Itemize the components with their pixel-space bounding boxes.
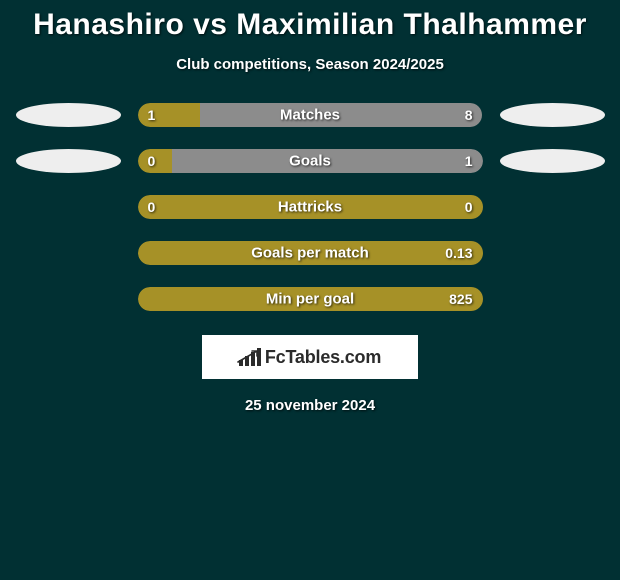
- stat-label: Goals per match: [251, 245, 369, 262]
- stat-label: Matches: [280, 107, 340, 124]
- stat-bar: Hattricks 0 0: [138, 195, 483, 219]
- spacer: [500, 195, 605, 219]
- stats-container: Matches 1 8 Goals 0 1 Hattricks 0 0 Goals per mat…: [0, 103, 620, 311]
- bar-fill-right: [200, 103, 483, 127]
- stat-value-right: 0: [465, 199, 473, 215]
- player1-ellipse: [16, 149, 121, 173]
- stat-bar: Goals per match 0.13: [138, 241, 483, 265]
- stat-bar: Min per goal 825: [138, 287, 483, 311]
- spacer: [16, 241, 121, 265]
- player2-ellipse: [500, 103, 605, 127]
- stat-row: Matches 1 8: [0, 103, 620, 127]
- footer-date: 25 november 2024: [0, 397, 620, 414]
- stat-bar: Goals 0 1: [138, 149, 483, 173]
- spacer: [16, 195, 121, 219]
- spacer: [500, 241, 605, 265]
- bar-chart-icon: [239, 348, 261, 366]
- stat-row: Min per goal 825: [0, 287, 620, 311]
- branding-badge: FcTables.com: [202, 335, 418, 379]
- stat-value-left: 1: [148, 107, 156, 123]
- stat-value-right: 825: [449, 291, 472, 307]
- stat-label: Min per goal: [266, 291, 354, 308]
- stat-value-right: 1: [465, 153, 473, 169]
- player2-ellipse: [500, 149, 605, 173]
- stat-value-left: 0: [148, 199, 156, 215]
- stat-label: Hattricks: [278, 199, 342, 216]
- spacer: [16, 287, 121, 311]
- stat-value-right: 0.13: [445, 245, 472, 261]
- stat-label: Goals: [289, 153, 331, 170]
- stat-value-right: 8: [465, 107, 473, 123]
- spacer: [500, 287, 605, 311]
- page-subtitle: Club competitions, Season 2024/2025: [0, 56, 620, 73]
- stat-row: Goals 0 1: [0, 149, 620, 173]
- player1-ellipse: [16, 103, 121, 127]
- stat-row: Hattricks 0 0: [0, 195, 620, 219]
- stat-value-left: 0: [148, 153, 156, 169]
- stat-row: Goals per match 0.13: [0, 241, 620, 265]
- branding-text: FcTables.com: [265, 347, 381, 368]
- stat-bar: Matches 1 8: [138, 103, 483, 127]
- page-title: Hanashiro vs Maximilian Thalhammer: [0, 0, 620, 42]
